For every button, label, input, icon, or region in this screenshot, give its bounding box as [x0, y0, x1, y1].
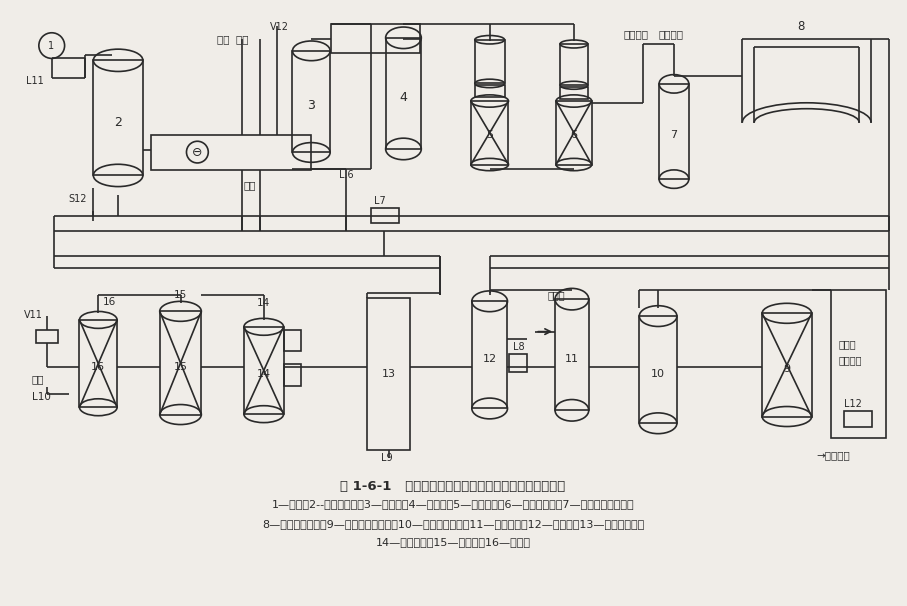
Bar: [36, 330, 58, 344]
Text: 蒸汽: 蒸汽: [32, 374, 44, 384]
Text: L8: L8: [513, 342, 525, 352]
Text: V11: V11: [24, 310, 43, 320]
Bar: [659, 84, 688, 179]
Bar: [284, 330, 301, 351]
Text: 14: 14: [257, 369, 271, 379]
Text: 12: 12: [483, 355, 497, 364]
Bar: [560, 87, 588, 99]
Bar: [244, 327, 284, 414]
Text: 氧气  乙烯: 氧气 乙烯: [217, 34, 249, 44]
Bar: [474, 85, 504, 97]
Bar: [160, 311, 201, 415]
Text: 9: 9: [784, 364, 791, 374]
Bar: [474, 40, 504, 84]
Text: 环氧乙烷: 环氧乙烷: [658, 29, 683, 39]
Text: L.6: L.6: [339, 170, 354, 180]
Text: 15: 15: [174, 290, 187, 300]
Text: 6: 6: [571, 130, 578, 141]
Text: 1—汽包；2--氧化反应器；3—洗涤塔；4—解吸塔；5—再吸收塔；6—进料解析塔；7—环氧乙烷精馏塔；: 1—汽包；2--氧化反应器；3—洗涤塔；4—解吸塔；5—再吸收塔；6—进料解析塔…: [272, 499, 634, 509]
Text: 4: 4: [399, 92, 407, 104]
Text: 环氧乙烷: 环氧乙烷: [623, 29, 649, 39]
Text: 16: 16: [92, 362, 105, 372]
Text: S12: S12: [69, 193, 87, 204]
Text: 8: 8: [797, 20, 805, 33]
Text: 图 1-6-1   环氧乙烷、乙二醇装置带污染源的生产流程图: 图 1-6-1 环氧乙烷、乙二醇装置带污染源的生产流程图: [340, 479, 566, 493]
Bar: [371, 208, 398, 223]
Text: 乙二醇: 乙二醇: [547, 290, 565, 300]
Bar: [832, 290, 886, 438]
Text: 三乙二醇: 三乙二醇: [838, 355, 862, 365]
Text: 8—乙二醇反应器；9—多乙二醇分离塔；10—乙二醇分离塔；11—乙二醇塔；12—脱水塔；13—五效蒸发器；: 8—乙二醇反应器；9—多乙二醇分离塔；10—乙二醇分离塔；11—乙二醇塔；12—…: [262, 519, 644, 529]
Text: ⊖: ⊖: [192, 145, 202, 159]
Bar: [385, 38, 421, 149]
Bar: [844, 410, 873, 427]
Text: L11: L11: [26, 76, 44, 86]
Text: 15: 15: [173, 362, 188, 372]
Text: L9: L9: [381, 453, 393, 463]
Text: 11: 11: [565, 355, 579, 364]
Text: 乙二醇: 乙二醇: [838, 339, 856, 350]
Text: 13: 13: [382, 369, 395, 379]
Text: 16: 16: [103, 297, 116, 307]
Text: 7: 7: [670, 130, 678, 141]
Text: V12: V12: [269, 22, 288, 32]
Bar: [472, 301, 508, 408]
Text: 14—预饱和塔；15—接触塔；16—除尘塔: 14—预饱和塔；15—接触塔；16—除尘塔: [375, 537, 531, 547]
Bar: [284, 364, 301, 386]
Text: L12: L12: [844, 399, 863, 408]
Bar: [639, 316, 677, 423]
Text: L7: L7: [374, 196, 385, 207]
Text: 甲烷: 甲烷: [244, 180, 256, 190]
Bar: [331, 24, 420, 53]
Bar: [762, 313, 812, 416]
Bar: [366, 298, 410, 450]
Bar: [93, 61, 143, 175]
Bar: [556, 101, 591, 165]
Bar: [471, 101, 509, 165]
Text: 1: 1: [48, 41, 54, 50]
Text: →多乙二醇: →多乙二醇: [816, 450, 851, 460]
Text: 5: 5: [486, 130, 493, 141]
Text: 14: 14: [257, 298, 270, 308]
Bar: [555, 299, 589, 410]
Text: 10: 10: [651, 369, 665, 379]
Bar: [510, 355, 527, 372]
Bar: [151, 135, 311, 170]
Text: 2: 2: [114, 116, 122, 129]
Text: 3: 3: [307, 99, 316, 112]
Text: L10: L10: [32, 391, 51, 402]
Bar: [292, 51, 330, 153]
Bar: [560, 44, 588, 85]
Bar: [80, 320, 117, 407]
